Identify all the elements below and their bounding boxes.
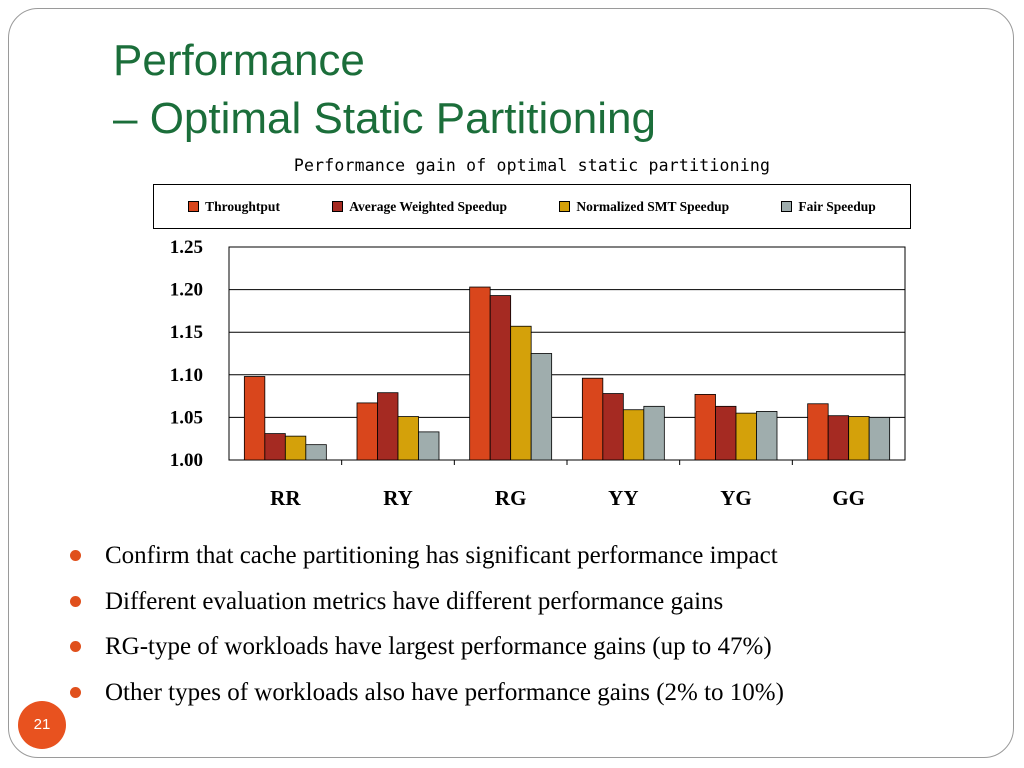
bar — [827, 415, 850, 461]
bar — [756, 411, 778, 461]
x-tick-label: YG — [720, 486, 752, 510]
slide-title-line-1: Performance — [113, 36, 365, 85]
y-tick-label: 1.10 — [170, 365, 203, 386]
slide-title-line-2: – Optimal Static Partitioning — [113, 94, 656, 143]
bar — [715, 405, 737, 461]
legend-swatch — [781, 201, 793, 212]
bullet-item: Confirm that cache partitioning has sign… — [70, 533, 784, 579]
y-tick-label: 1.00 — [170, 450, 203, 471]
bullet-dot-icon — [70, 550, 81, 561]
bar — [848, 416, 870, 461]
slide-title: Performance – Optimal Static Partitionin… — [113, 32, 656, 148]
y-tick-label: 1.15 — [170, 322, 203, 343]
bar — [284, 435, 307, 461]
bar — [469, 286, 491, 461]
bar — [622, 409, 645, 461]
bar — [735, 412, 757, 461]
bullet-dot-icon — [70, 641, 81, 652]
bar — [243, 376, 266, 461]
chart-legend: Throughtput Average Weighted Speedup Norma… — [153, 184, 911, 229]
plot-area — [228, 246, 906, 461]
bullet-item: RG-type of workloads have largest perfor… — [70, 624, 784, 670]
bullet-item: Different evaluation metrics have differ… — [70, 579, 784, 625]
legend-item: Fair Speedup — [781, 198, 876, 215]
bar — [530, 353, 553, 461]
x-tick-label: RG — [495, 486, 527, 510]
bar — [418, 431, 440, 461]
bullet-dot-icon — [70, 595, 81, 607]
bar — [868, 416, 891, 461]
bullet-list: Confirm that cache partitioning has sign… — [70, 533, 784, 715]
y-tick-label: 1.20 — [170, 280, 203, 301]
bullet-item: Other types of workloads also have perfo… — [70, 670, 784, 716]
legend-swatch — [559, 201, 571, 212]
bar — [510, 325, 532, 461]
legend-label: Average Weighted Speedup — [349, 198, 508, 214]
bar — [602, 393, 624, 461]
x-tick-label: YY — [608, 486, 638, 510]
y-tick-label: 1.25 — [170, 237, 203, 258]
x-tick-label: GG — [832, 486, 865, 510]
bar — [397, 416, 419, 461]
legend-item: Normalized SMT Speedup — [559, 199, 729, 215]
bar — [643, 405, 665, 461]
legend-item: Average Weighted Speedup — [332, 199, 507, 215]
chart-title: Performance gain of optimal static parti… — [293, 156, 771, 175]
bullet-text: Other types of workloads also have perfo… — [105, 678, 784, 706]
legend-label: Throughtput — [205, 198, 280, 214]
bullet-text: Confirm that cache partitioning has sign… — [105, 542, 778, 569]
bullet-text: RG-type of workloads have largest perfor… — [105, 633, 772, 660]
bullet-dot-icon — [70, 686, 81, 698]
x-tick-label: RY — [383, 486, 413, 510]
y-tick-label: 1.05 — [170, 407, 203, 428]
legend-label: Fair Speedup — [798, 198, 876, 214]
bar — [694, 393, 716, 461]
legend-swatch — [332, 201, 344, 212]
bar — [807, 403, 829, 461]
bar-chart: 1.00 1.05 1.10 1.15 1.20 1.25 RR RY RG YY YG GG — [170, 237, 906, 510]
bar — [264, 433, 286, 461]
bar — [581, 377, 604, 461]
bar — [489, 295, 512, 461]
bar — [305, 444, 327, 461]
bar — [356, 402, 378, 461]
legend-item: Throughtput — [188, 199, 280, 215]
page-number-badge: 21 — [18, 701, 66, 749]
bar — [377, 392, 399, 461]
bullet-text: Different evaluation metrics have differ… — [105, 587, 724, 615]
x-tick-label: RR — [270, 486, 301, 510]
legend-swatch — [188, 201, 200, 212]
legend-label: Normalized SMT Speedup — [576, 198, 730, 214]
